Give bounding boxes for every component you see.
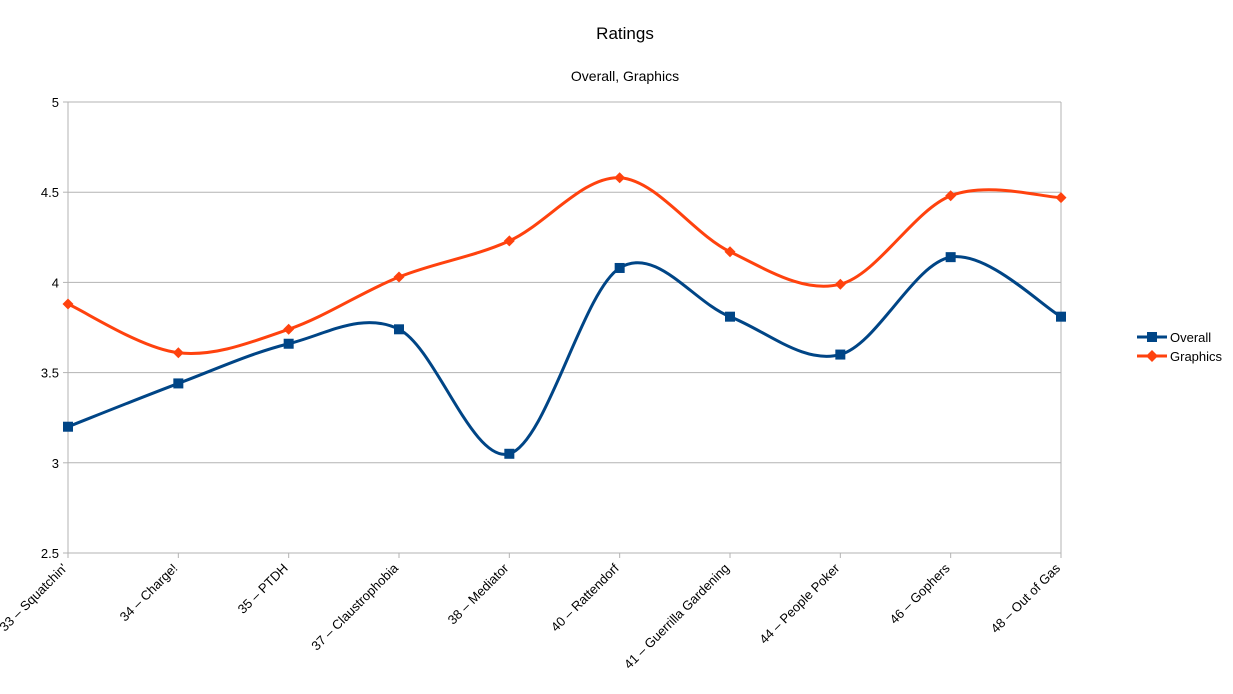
legend-item-graphics: Graphics [1137, 349, 1223, 364]
y-tick-label: 3.5 [41, 366, 59, 381]
data-point-overall [945, 252, 956, 263]
x-tick-label: 37 – Claustrophobia [308, 560, 401, 653]
data-point-overall [614, 262, 625, 273]
x-tick-label: 41 – Guerrilla Gardening [621, 561, 732, 672]
data-point-overall [394, 324, 404, 335]
data-point-graphics [834, 278, 846, 290]
y-tick-label: 4.5 [41, 185, 59, 200]
data-point-graphics [172, 347, 184, 359]
y-tick-label: 3 [52, 456, 59, 471]
x-tick-label: 46 – Gophers [886, 560, 953, 627]
y-tick-label: 4 [52, 275, 59, 290]
series-line-overall [67, 255, 1062, 456]
x-tick-label: 40 – Rattendorf [548, 560, 622, 634]
chart-title: Ratings [596, 24, 654, 43]
data-point-overall [725, 311, 735, 322]
x-tick-label: 48 – Out of Gas [988, 560, 1064, 636]
data-point-overall [835, 349, 846, 360]
data-point-overall [504, 448, 515, 459]
y-axis-ticks: 2.5 3 3.5 4 4.5 5 [41, 95, 59, 561]
legend-marker-overall [1147, 332, 1157, 342]
series-line-graphics [67, 176, 1062, 355]
legend-item-overall: Overall [1137, 330, 1211, 345]
legend-marker-graphics [1146, 350, 1158, 362]
chart-subtitle: Overall, Graphics [571, 68, 679, 84]
data-point-graphics [283, 323, 295, 335]
data-point-overall [283, 338, 294, 349]
data-point-overall [63, 421, 73, 432]
data-point-graphics [393, 271, 405, 283]
x-tick-label: 33 – Squatchin' [0, 561, 70, 635]
data-point-graphics [62, 298, 74, 310]
data-point-graphics [614, 172, 626, 184]
y-tick-label: 5 [52, 95, 59, 110]
data-point-graphics [503, 235, 515, 247]
legend: Overall Graphics [1137, 330, 1223, 364]
gridlines [68, 101, 1061, 554]
data-point-overall [1056, 311, 1066, 322]
axes [63, 101, 1062, 558]
data-point-graphics [945, 190, 957, 202]
x-tick-label: 34 – Charge! [117, 561, 181, 625]
x-tick-label: 35 – PTDH [235, 561, 291, 617]
series-lines [67, 176, 1062, 456]
series-markers [62, 172, 1067, 459]
x-axis-ticks: 33 – Squatchin' 34 – Charge! 35 – PTDH 37 –… [0, 560, 1063, 672]
legend-label-overall: Overall [1170, 330, 1211, 345]
data-point-graphics [1055, 192, 1067, 204]
data-point-overall [173, 378, 184, 389]
y-tick-label: 2.5 [41, 546, 59, 561]
data-point-graphics [724, 246, 736, 258]
legend-label-graphics: Graphics [1170, 349, 1223, 364]
x-tick-label: 44 – People Poker [756, 560, 843, 647]
x-tick-label: 38 – Mediator [445, 560, 512, 627]
